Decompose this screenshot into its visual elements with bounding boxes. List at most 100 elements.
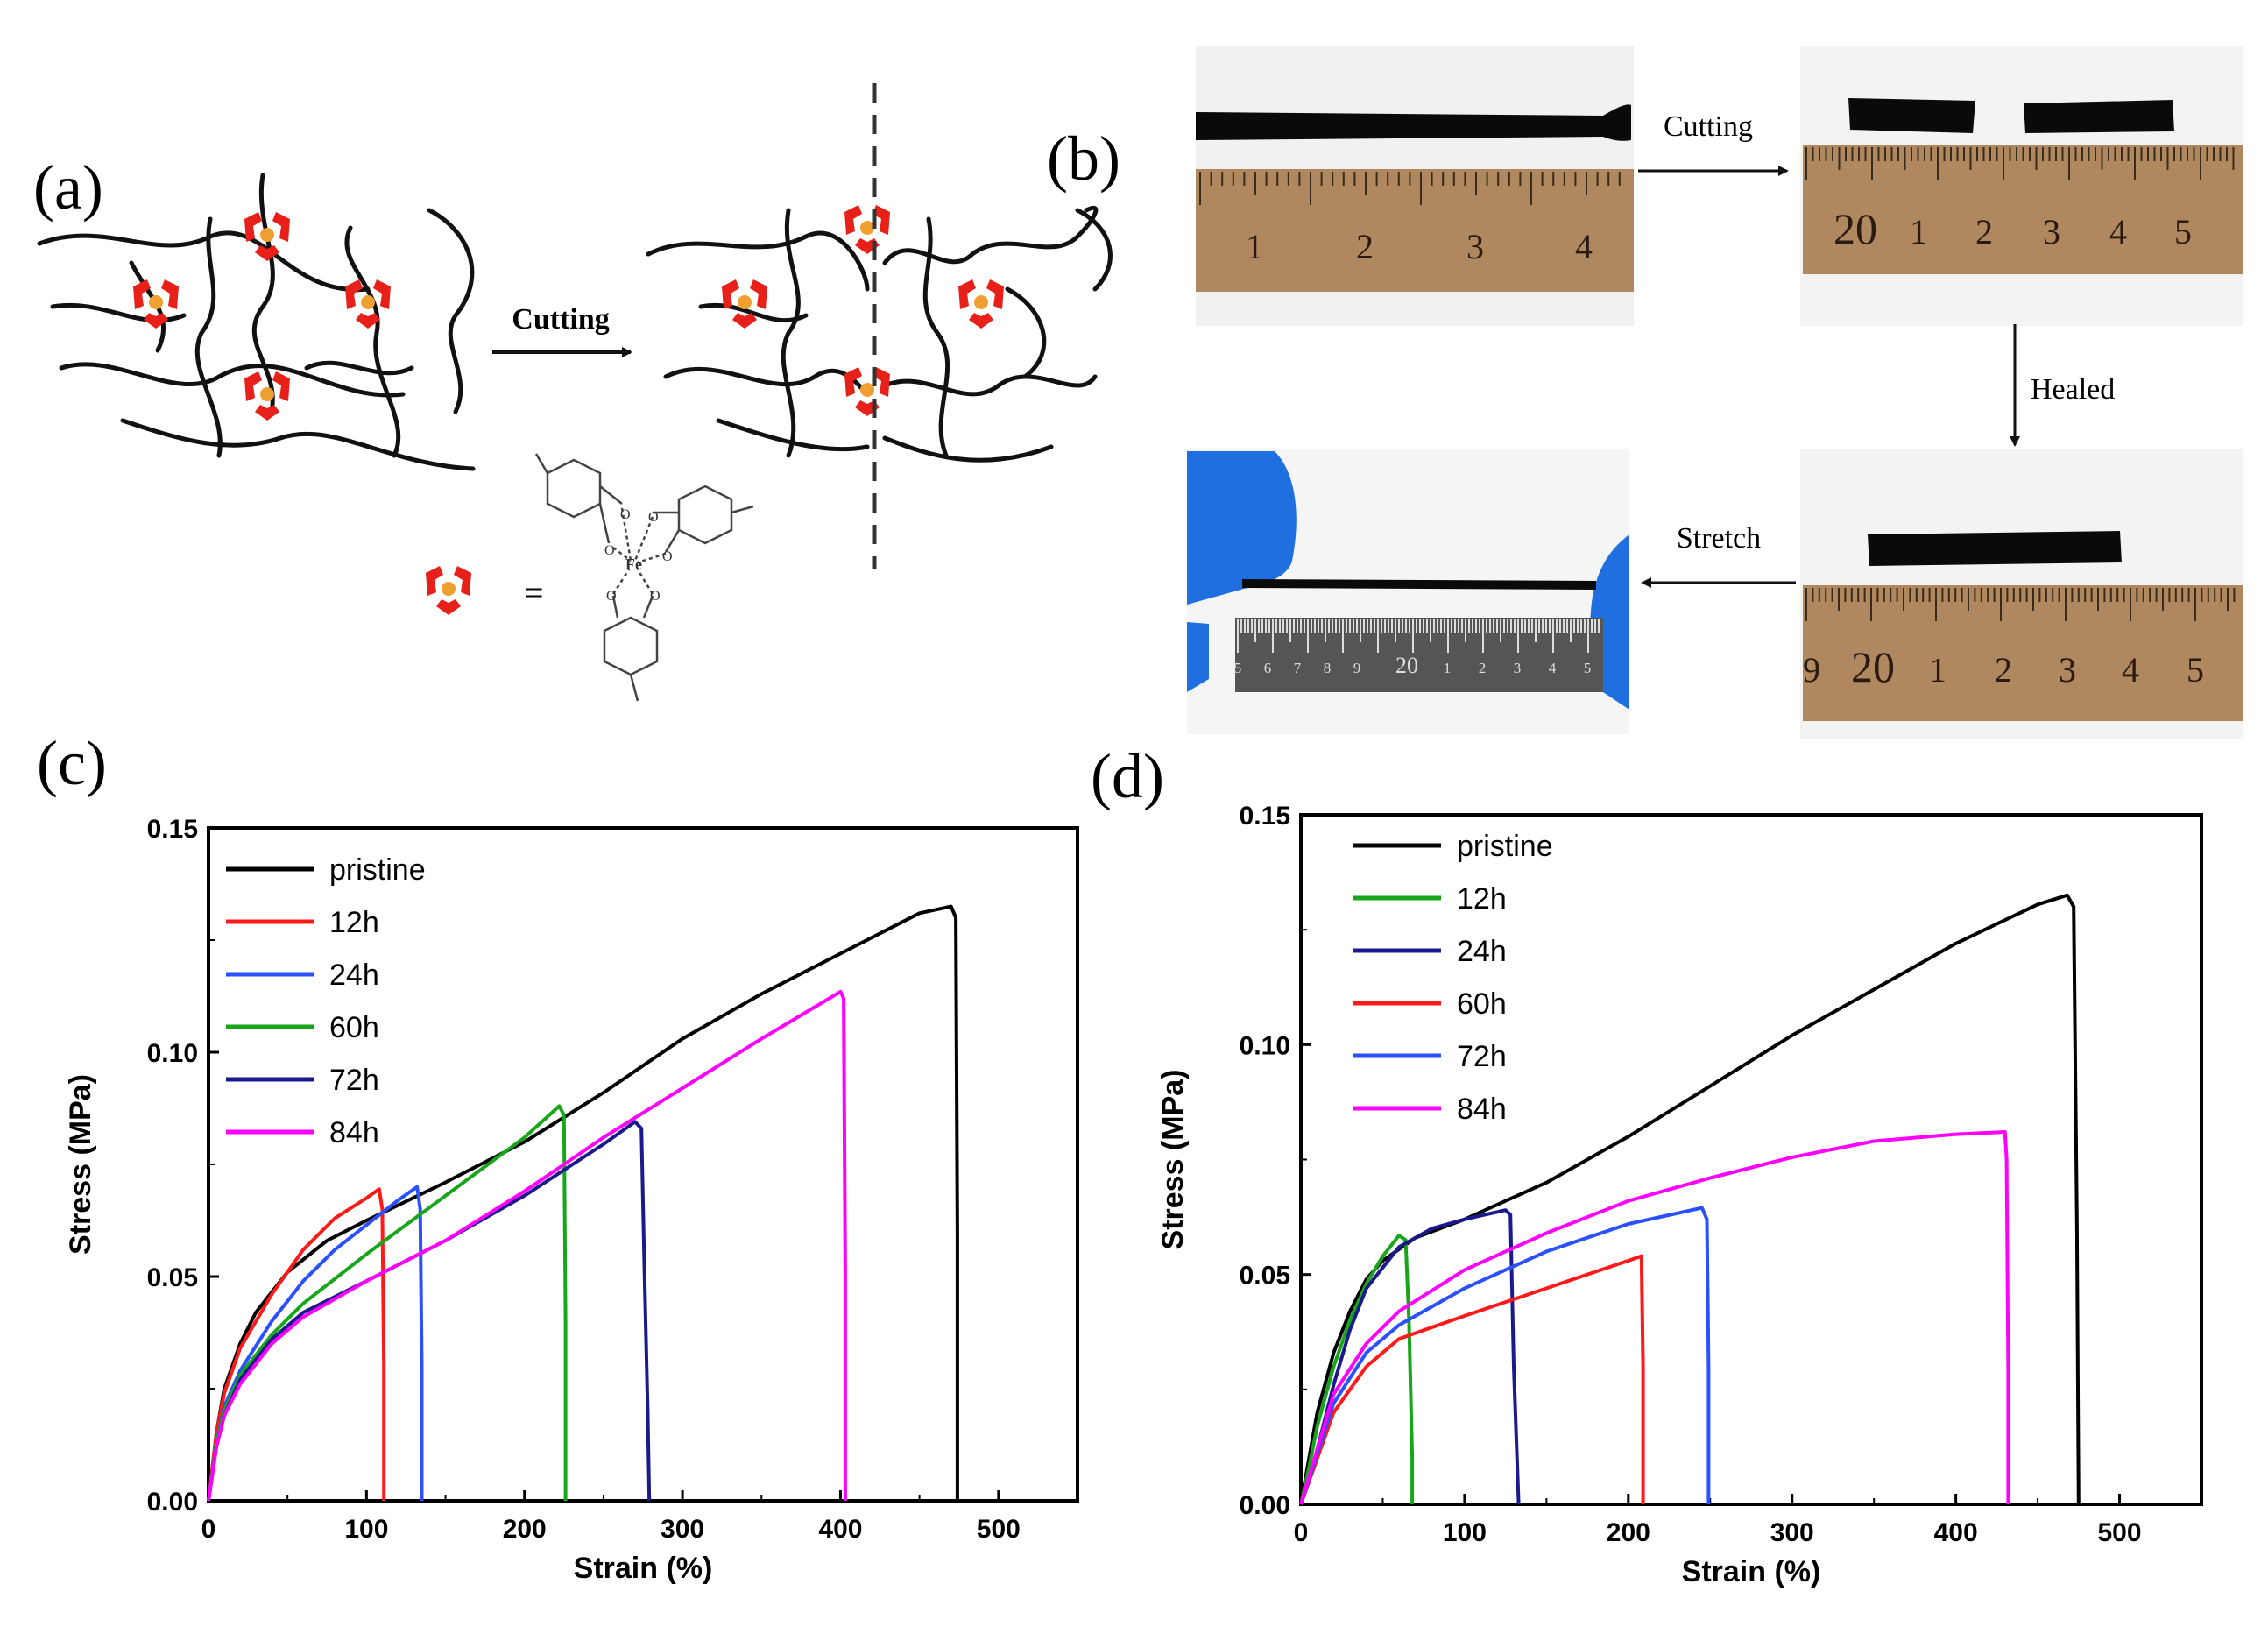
sample-piece: [1848, 98, 1975, 133]
y-tick-label: 0.10: [147, 1039, 198, 1068]
ruler-ticks: [1237, 619, 1600, 653]
cutting-label: Cutting: [512, 303, 609, 336]
stretched-sample: [1241, 579, 1597, 590]
y-tick-label: 0.15: [147, 815, 198, 844]
ruler-ticks: [1199, 172, 1621, 205]
y-tick-label: 0.10: [1240, 1031, 1290, 1060]
series-line-24h: [207, 1185, 424, 1502]
legend-label-24h: 24h: [329, 958, 379, 992]
photo-stretched: 5 6 7 8 9 20 1 2 3 4 5: [1187, 449, 1629, 734]
ruler-number: 3: [2059, 650, 2076, 690]
stretch-arrow-label: Stretch: [1677, 522, 1761, 555]
panel-label-c: (c): [37, 728, 107, 798]
ruler-number: 2: [1995, 650, 2012, 690]
x-tick-label: 0: [201, 1515, 216, 1544]
x-tick-label: 500: [977, 1515, 1021, 1544]
ruler-number: 5: [1234, 660, 1242, 676]
network-cut: [646, 205, 1113, 463]
panel-label-d: (d): [1091, 741, 1164, 811]
fe-catechol-complex: [844, 367, 890, 416]
series-line-60h: [1299, 1254, 1645, 1505]
y-tick-label: 0.05: [1240, 1262, 1290, 1291]
ruler-number: 3: [1466, 227, 1484, 266]
x-tick-label: 100: [1443, 1518, 1487, 1547]
fe-catechol-complex: [244, 212, 290, 261]
panel-d: (d) 0 100 200 300 400 500 0.00 0.05 0.10 0.15 Stra…: [1091, 741, 2203, 1588]
ruler-number: 4: [2122, 650, 2139, 690]
series-line-60h: [207, 1104, 568, 1502]
fe-catechol-complex: [722, 279, 767, 329]
series-line-pristine: [1299, 893, 2081, 1505]
ruler-number: 1: [1929, 650, 1947, 690]
oxygen-atom: O: [650, 589, 661, 604]
oxygen-atom: O: [606, 589, 617, 604]
ruler-number: 7: [1294, 660, 1302, 676]
legend-symbol: [426, 566, 471, 615]
iron-atom: Fe: [625, 555, 642, 573]
y-axis-label: Stress (MPa): [1156, 1070, 1190, 1250]
cutting-arrow-label: Cutting: [1664, 110, 1753, 143]
series-line-pristine: [207, 904, 959, 1502]
legend-label-84h: 84h: [329, 1116, 379, 1149]
oxygen-atom: O: [604, 543, 615, 558]
y-tick-label: 0.00: [147, 1488, 198, 1517]
panel-label-a: (a): [33, 152, 103, 223]
photo-pristine: 1 2 3 4: [1196, 46, 1634, 326]
legend-label-60h: 60h: [1457, 987, 1507, 1021]
glove-left: [1187, 451, 1297, 605]
series-line-12h: [1299, 1234, 1415, 1505]
ruler-ticks: [1805, 588, 2236, 621]
x-tick-label: 300: [1770, 1518, 1814, 1547]
x-tick-label: 400: [818, 1515, 862, 1544]
sample-piece: [2024, 100, 2174, 133]
ruler-number: 2: [1356, 227, 1374, 266]
ruler-number: 1: [1910, 212, 1927, 251]
x-tick-label: 300: [661, 1515, 704, 1544]
ruler-number: 20: [1395, 653, 1418, 678]
ruler-number: 20: [1833, 204, 1877, 253]
ruler-number: 4: [1549, 660, 1557, 676]
ruler-number: 1: [1246, 227, 1263, 266]
y-axis-label: Stress (MPa): [64, 1074, 97, 1255]
healed-sample: [1868, 531, 2122, 566]
x-axis-label: Strain (%): [574, 1552, 713, 1585]
legend-label-12h: 12h: [329, 906, 379, 939]
panel-b: (b) 1 2 3 4 Cutting 20 1: [1047, 46, 2243, 739]
series-line-12h: [207, 1187, 386, 1502]
chart-c: 0 100 200 300 400 500 0.00 0.05 0.10 0.15 Strain (…: [64, 815, 1079, 1585]
ruler-number: 2: [1975, 212, 1993, 251]
x-tick-label: 0: [1294, 1518, 1309, 1547]
oxygen-atom: O: [620, 507, 631, 522]
x-tick-label: 100: [344, 1515, 388, 1544]
legend-label-72h: 72h: [329, 1064, 379, 1097]
fe-catechol-complex: [958, 279, 1004, 329]
legend-label-pristine: pristine: [329, 853, 426, 887]
glove-left: [1187, 622, 1209, 692]
y-tick-label: 0.00: [1240, 1491, 1290, 1520]
ruler-number: 4: [2109, 212, 2127, 251]
panel-a: (a) Cutting: [33, 83, 1113, 702]
legend-label-24h: 24h: [1457, 935, 1507, 968]
ruler-number: 3: [2043, 212, 2060, 251]
series-line-84h: [207, 989, 847, 1502]
ruler-ticks: [1805, 147, 2235, 180]
ruler: [1803, 585, 2243, 721]
legend-label-12h: 12h: [1457, 882, 1507, 916]
series-line-84h: [1299, 1130, 2010, 1505]
ruler-number: 20: [1851, 642, 1895, 691]
series-line-72h: [207, 1120, 652, 1502]
photo-cut: 20 1 2 3 4 5: [1800, 46, 2243, 326]
ruler-number: 4: [1575, 227, 1593, 266]
y-tick-label: 0.15: [1240, 802, 1290, 831]
legend-label-60h: 60h: [329, 1011, 379, 1044]
legend-label-84h: 84h: [1457, 1093, 1507, 1126]
ruler: [1196, 169, 1634, 292]
ruler-number: 8: [1324, 660, 1332, 676]
fe-catechol-complex: [844, 205, 890, 254]
ruler-number: 5: [1584, 660, 1592, 676]
ruler-number: 6: [1264, 660, 1272, 676]
fe-catechol-structure: [534, 453, 754, 702]
panel-c: (c) 0 100 200 300 400 500 0.00 0.05 0.10 0.15 Stra…: [37, 728, 1079, 1585]
ruler-number: 9: [1353, 660, 1361, 676]
legend-label-pristine: pristine: [1457, 830, 1553, 863]
